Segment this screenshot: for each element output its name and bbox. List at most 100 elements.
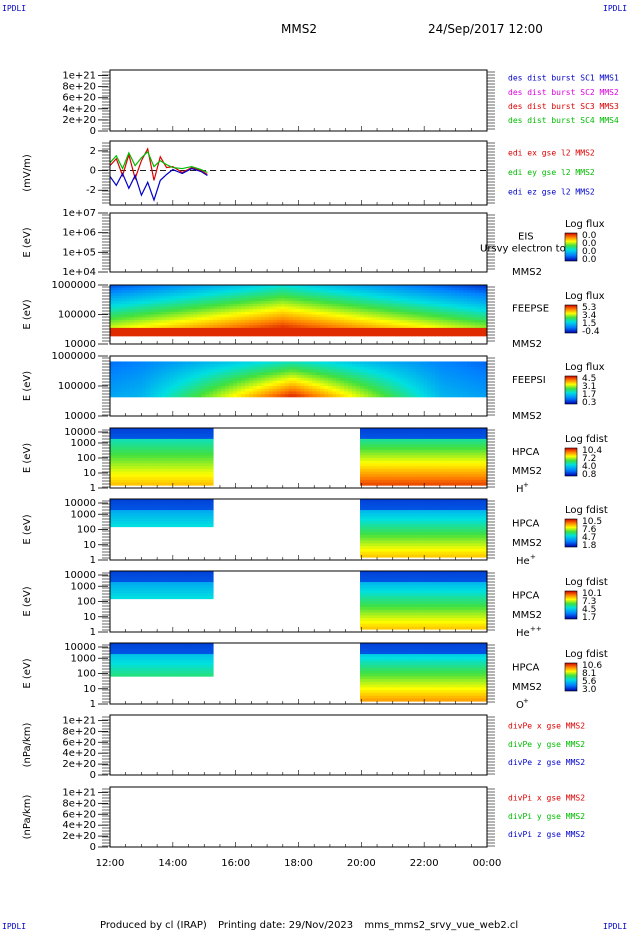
heatmap-cell bbox=[284, 366, 289, 371]
heatmap-cell bbox=[165, 298, 170, 302]
heatmap-cell bbox=[399, 317, 405, 321]
heatmap-cell bbox=[260, 372, 266, 376]
heatmap-cell bbox=[137, 386, 143, 390]
heatmap-cell bbox=[169, 290, 174, 294]
heatmap-cell bbox=[288, 319, 293, 323]
heatmap-cell bbox=[431, 364, 436, 368]
heatmap-cell bbox=[455, 447, 460, 451]
heatmap-cell bbox=[371, 460, 377, 464]
heatmap-cell bbox=[300, 391, 305, 395]
heatmap-cell bbox=[113, 377, 119, 381]
heatmap-cell bbox=[173, 383, 178, 387]
heatmap-cell bbox=[375, 333, 381, 337]
heatmap-cell bbox=[205, 468, 210, 473]
heatmap-cell bbox=[356, 364, 361, 368]
heatmap-cell bbox=[149, 452, 155, 456]
heatmap-cell bbox=[423, 327, 428, 331]
heatmap-cell bbox=[129, 364, 135, 368]
heatmap-cell bbox=[447, 330, 452, 334]
heatmap-cell bbox=[332, 330, 337, 334]
heatmap-cell bbox=[244, 375, 250, 379]
heatmap-cell bbox=[344, 391, 349, 395]
heatmap-cell bbox=[125, 510, 131, 514]
heatmap-cell bbox=[439, 455, 444, 459]
heatmap-cell bbox=[431, 293, 436, 297]
heatmap-cell bbox=[344, 285, 349, 289]
heatmap-cell bbox=[252, 301, 258, 305]
heatmap-cell bbox=[375, 447, 381, 451]
heatmap-cell bbox=[324, 327, 329, 331]
heatmap-cell bbox=[371, 369, 377, 373]
heatmap-cell bbox=[320, 290, 325, 294]
heatmap-cell bbox=[225, 386, 230, 390]
heatmap-cell bbox=[288, 375, 293, 379]
heatmap-cell bbox=[391, 468, 397, 473]
heatmap-cell bbox=[221, 361, 226, 365]
heatmap-cell bbox=[360, 383, 365, 387]
heatmap-cell bbox=[137, 319, 143, 323]
heatmap-cell bbox=[125, 314, 131, 318]
heatmap-cell bbox=[483, 325, 488, 329]
heatmap-cell bbox=[173, 330, 178, 334]
heatmap-cell bbox=[459, 441, 464, 445]
heatmap-cell bbox=[435, 364, 440, 368]
heatmap-cell bbox=[475, 364, 480, 368]
heatmap-cell bbox=[455, 441, 460, 445]
heatmap-cell bbox=[165, 293, 170, 297]
heatmap-cell bbox=[304, 361, 309, 365]
heatmap-cell bbox=[360, 306, 365, 310]
heatmap-cell bbox=[308, 330, 313, 334]
heatmap-cell bbox=[308, 380, 313, 384]
heatmap-cell bbox=[233, 366, 238, 371]
heatmap-cell bbox=[471, 364, 476, 368]
heatmap-cell bbox=[248, 330, 254, 334]
heatmap-cell bbox=[280, 366, 286, 371]
heatmap-cell bbox=[165, 364, 170, 368]
heatmap-cell bbox=[419, 474, 424, 478]
heatmap-cell bbox=[248, 388, 254, 392]
heatmap-cell bbox=[383, 293, 389, 297]
heatmap-cell bbox=[419, 458, 424, 462]
heatmap-cell bbox=[371, 309, 377, 313]
heatmap-cell bbox=[475, 471, 480, 475]
heatmap-cell bbox=[431, 311, 436, 315]
heatmap-cell bbox=[467, 444, 472, 448]
heatmap-cell bbox=[443, 394, 448, 398]
heatmap-cell bbox=[117, 449, 123, 453]
heatmap-cell bbox=[225, 325, 230, 329]
heatmap-cell bbox=[367, 333, 373, 337]
heatmap-cell bbox=[344, 311, 349, 315]
heatmap-cell bbox=[233, 298, 238, 302]
heatmap-cell bbox=[233, 369, 238, 373]
heatmap-cell bbox=[205, 482, 210, 486]
heatmap-cell bbox=[403, 361, 409, 365]
heatmap-cell bbox=[427, 474, 432, 478]
heatmap-cell bbox=[411, 319, 416, 323]
heatmap-cell bbox=[193, 521, 198, 525]
heatmap-cell bbox=[173, 458, 178, 462]
heatmap-cell bbox=[177, 479, 182, 483]
heatmap-cell bbox=[459, 471, 464, 475]
heatmap-cell bbox=[296, 317, 301, 321]
heatmap-cell bbox=[153, 428, 159, 432]
heatmap-cell bbox=[479, 386, 484, 390]
heatmap-cell bbox=[221, 386, 226, 390]
heatmap-cell bbox=[463, 369, 468, 373]
heatmap-cell bbox=[133, 438, 139, 443]
heatmap-cell bbox=[280, 364, 286, 368]
heatmap-cell bbox=[121, 369, 127, 373]
heatmap-cell bbox=[272, 386, 278, 390]
heatmap-cell bbox=[439, 449, 444, 453]
heatmap-cell bbox=[308, 317, 313, 321]
heatmap-cell bbox=[415, 287, 420, 291]
heatmap-cell bbox=[233, 388, 238, 392]
heatmap-cell bbox=[181, 460, 186, 464]
heatmap-cell bbox=[141, 311, 147, 315]
heatmap-cell bbox=[435, 433, 440, 437]
heatmap-cell bbox=[185, 364, 190, 368]
heatmap-cell bbox=[292, 394, 297, 398]
heatmap-cell bbox=[209, 430, 214, 434]
heatmap-cell bbox=[113, 449, 119, 453]
y-tick-label: 100000 bbox=[58, 310, 96, 321]
heatmap-cell bbox=[471, 322, 476, 326]
